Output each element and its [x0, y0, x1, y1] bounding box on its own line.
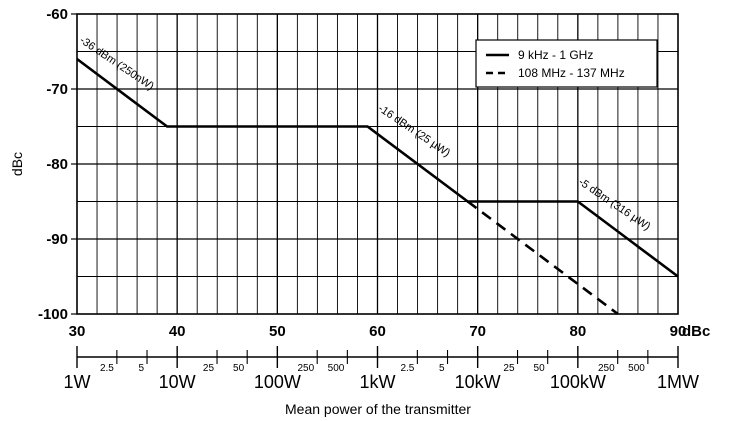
- y-tick-label: -100: [38, 306, 68, 323]
- power-minor-label: 250: [598, 363, 615, 374]
- annotation-label: -5 dBm (316 µW): [576, 176, 652, 233]
- power-minor-label: 2.5: [100, 363, 114, 374]
- power-major-label: 10W: [159, 372, 196, 392]
- power-major-label: 1kW: [360, 372, 396, 392]
- power-major-label: 10kW: [455, 372, 501, 392]
- legend-label-solid: 9 kHz - 1 GHz: [518, 48, 593, 62]
- x-tick-label: 40: [169, 323, 186, 340]
- x-unit-label: dBc: [682, 323, 710, 340]
- power-minor-label: 25: [203, 363, 215, 374]
- legend-box: [475, 39, 658, 88]
- power-axis: 1W 10W 100W 1kW 10kW 100kW 1MW 2.5 5 25 50 250 500 2.…: [64, 346, 699, 392]
- grid: [77, 14, 678, 314]
- x-axis-ticks: 30 40 50 60 70 80 90: [69, 323, 687, 340]
- x-tick-label: 60: [369, 323, 386, 340]
- legend-label-dashed: 108 MHz - 137 MHz: [518, 66, 625, 80]
- power-minor-label: 5: [138, 363, 144, 374]
- power-major-label: 1W: [64, 372, 91, 392]
- series-line-solid: [76, 57, 679, 278]
- y-tick-label: -90: [46, 231, 68, 248]
- x-axis-title: Mean power of the transmitter: [285, 401, 471, 417]
- series-line-dashed: [466, 200, 619, 316]
- x-tick-label: 80: [569, 323, 586, 340]
- x-tick-label: 50: [269, 323, 286, 340]
- x-tick-label: 90: [670, 323, 687, 340]
- y-axis-title: dBc: [9, 152, 25, 176]
- power-minor-label: 50: [233, 363, 245, 374]
- power-minor-label: 5: [439, 363, 445, 374]
- power-major-label: 100kW: [550, 372, 606, 392]
- power-minor-label: 500: [628, 363, 645, 374]
- legend: 9 kHz - 1 GHz 108 MHz - 137 MHz: [475, 39, 658, 88]
- power-minor-label: 25: [503, 363, 515, 374]
- x-tick-label: 30: [69, 323, 86, 340]
- power-minor-label: 50: [534, 363, 546, 374]
- annotation-label: -16 dBm (25 µW): [376, 103, 452, 160]
- power-minor-label: 500: [328, 363, 345, 374]
- series: [76, 57, 679, 316]
- y-tick-label: -60: [46, 6, 68, 23]
- y-tick-label: -80: [46, 156, 68, 173]
- y-axis-ticks: -60 -70 -80 -90 -100: [38, 6, 77, 323]
- x-tick-label: 70: [469, 323, 486, 340]
- power-major-label: 100W: [254, 372, 301, 392]
- power-major-label: 1MW: [657, 372, 699, 392]
- power-minor-label: 250: [298, 363, 315, 374]
- power-minor-label: 2.5: [400, 363, 414, 374]
- y-tick-label: -70: [46, 81, 68, 98]
